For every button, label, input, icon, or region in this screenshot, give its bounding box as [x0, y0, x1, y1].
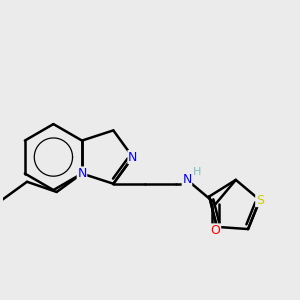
Text: H: H — [194, 167, 202, 177]
Text: S: S — [256, 194, 264, 206]
Text: O: O — [211, 224, 220, 237]
Text: N: N — [77, 167, 87, 180]
Text: N: N — [182, 172, 192, 185]
Text: N: N — [128, 151, 137, 164]
